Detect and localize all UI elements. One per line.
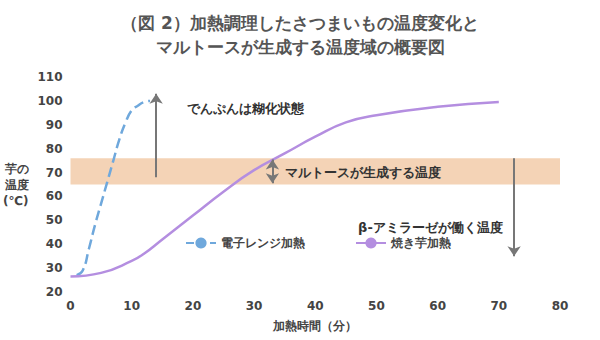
svg-text:70: 70 bbox=[46, 166, 63, 180]
svg-text:でんぷんは糊化状態: でんぷんは糊化状態 bbox=[187, 101, 305, 116]
svg-text:マルトースが生成する温度域の概要図: マルトースが生成する温度域の概要図 bbox=[156, 37, 445, 57]
svg-text:0: 0 bbox=[66, 299, 74, 313]
svg-text:(℃): (℃) bbox=[3, 194, 29, 208]
svg-text:電子レンジ加熱: 電子レンジ加熱 bbox=[221, 236, 305, 250]
svg-text:60: 60 bbox=[46, 189, 63, 203]
svg-text:50: 50 bbox=[368, 299, 385, 313]
svg-text:（図 2）加熱調理したさつまいもの温度変化と: （図 2）加熱調理したさつまいもの温度変化と bbox=[121, 13, 479, 33]
svg-text:加熱時間（分）: 加熱時間（分） bbox=[272, 319, 357, 333]
svg-text:70: 70 bbox=[490, 299, 507, 313]
svg-text:20: 20 bbox=[46, 285, 63, 299]
svg-text:60: 60 bbox=[429, 299, 446, 313]
svg-text:50: 50 bbox=[46, 213, 63, 227]
svg-text:30: 30 bbox=[246, 299, 263, 313]
svg-text:芋の: 芋の bbox=[4, 162, 29, 176]
svg-text:80: 80 bbox=[552, 299, 569, 313]
svg-text:40: 40 bbox=[46, 237, 63, 251]
svg-text:100: 100 bbox=[37, 94, 62, 108]
svg-text:30: 30 bbox=[46, 261, 63, 275]
svg-text:焼き芋加熱: 焼き芋加熱 bbox=[390, 236, 451, 250]
svg-text:90: 90 bbox=[46, 118, 63, 132]
svg-text:β-アミラーゼが働く温度: β-アミラーゼが働く温度 bbox=[358, 220, 503, 235]
svg-text:温度: 温度 bbox=[4, 178, 29, 192]
svg-text:80: 80 bbox=[46, 142, 63, 156]
svg-text:20: 20 bbox=[185, 299, 202, 313]
svg-text:110: 110 bbox=[37, 70, 62, 84]
svg-text:マルトースが生成する温度: マルトースが生成する温度 bbox=[285, 165, 441, 180]
svg-text:40: 40 bbox=[307, 299, 324, 313]
svg-text:10: 10 bbox=[123, 299, 140, 313]
